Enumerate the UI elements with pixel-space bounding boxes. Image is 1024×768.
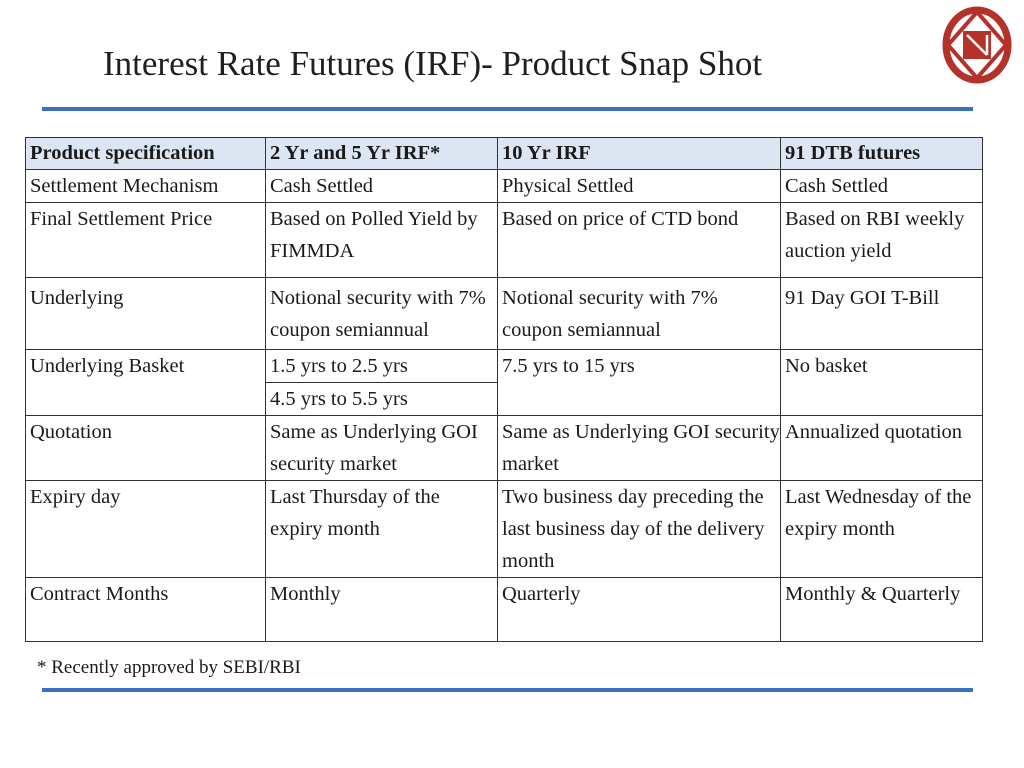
- row-label: Underlying Basket: [25, 349, 266, 416]
- cell-10yr: Notional security with 7% coupon semiann…: [497, 277, 781, 350]
- footnote: * Recently approved by SEBI/RBI: [37, 657, 301, 678]
- cell-2yr-5yr: Notional security with 7% coupon semiann…: [265, 277, 498, 350]
- row-label: Underlying: [25, 277, 266, 350]
- cell-2yr-5yr: Based on Polled Yield by FIMMDA: [265, 202, 498, 278]
- cell-10yr: Based on price of CTD bond: [497, 202, 781, 278]
- header-2yr-5yr-irf: 2 Yr and 5 Yr IRF*: [265, 137, 498, 170]
- cell-91dtb: Annualized quotation: [780, 415, 983, 481]
- cell-10yr: Quarterly: [497, 577, 781, 642]
- table-row: Contract Months Monthly Quarterly Monthl…: [25, 577, 983, 642]
- cell-10yr: 7.5 yrs to 15 yrs: [497, 349, 781, 416]
- cell-2yr-5yr: Same as Underlying GOI security market: [265, 415, 498, 481]
- cell-91dtb: Cash Settled: [780, 169, 983, 203]
- row-label: Settlement Mechanism: [25, 169, 266, 203]
- row-label: Contract Months: [25, 577, 266, 642]
- row-label: Quotation: [25, 415, 266, 481]
- table-row: Underlying Notional security with 7% cou…: [25, 277, 983, 350]
- cell-2yr-basket: 1.5 yrs to 2.5 yrs: [265, 349, 498, 383]
- cell-2yr-5yr: Last Thursday of the expiry month: [265, 480, 498, 578]
- table-row: Final Settlement Price Based on Polled Y…: [25, 202, 983, 278]
- cell-10yr: Physical Settled: [497, 169, 781, 203]
- footer-divider: [42, 688, 973, 692]
- table-row: Settlement Mechanism Cash Settled Physic…: [25, 169, 983, 203]
- cell-91dtb: Based on RBI weekly auction yield: [780, 202, 983, 278]
- header-product-specification: Product specification: [25, 137, 266, 170]
- cell-91dtb: Last Wednesday of the expiry month: [780, 480, 983, 578]
- table-row: Expiry day Last Thursday of the expiry m…: [25, 480, 983, 578]
- row-label: Expiry day: [25, 480, 266, 578]
- row-label: Final Settlement Price: [25, 202, 266, 278]
- cell-91dtb: Monthly & Quarterly: [780, 577, 983, 642]
- cell-10yr: Two business day preceding the last busi…: [497, 480, 781, 578]
- slide-title: Interest Rate Futures (IRF)- Product Sna…: [103, 44, 763, 83]
- cell-2yr-5yr: Monthly: [265, 577, 498, 642]
- table-row: Quotation Same as Underlying GOI securit…: [25, 415, 983, 481]
- header-91-dtb-futures: 91 DTB futures: [780, 137, 983, 170]
- cell-5yr-basket: 4.5 yrs to 5.5 yrs: [265, 382, 498, 416]
- cell-91dtb: No basket: [780, 349, 983, 416]
- table-row: Underlying Basket 1.5 yrs to 2.5 yrs 7.5…: [25, 349, 983, 416]
- title-divider: [42, 107, 973, 111]
- cell-10yr: Same as Underlying GOI security market: [497, 415, 781, 481]
- header-10yr-irf: 10 Yr IRF: [497, 137, 781, 170]
- institution-logo-icon: [942, 6, 1012, 84]
- irf-product-table: Product specification 2 Yr and 5 Yr IRF*…: [25, 137, 983, 642]
- cell-2yr-5yr: Cash Settled: [265, 169, 498, 203]
- cell-91dtb: 91 Day GOI T-Bill: [780, 277, 983, 350]
- table-header-row: Product specification 2 Yr and 5 Yr IRF*…: [25, 137, 983, 170]
